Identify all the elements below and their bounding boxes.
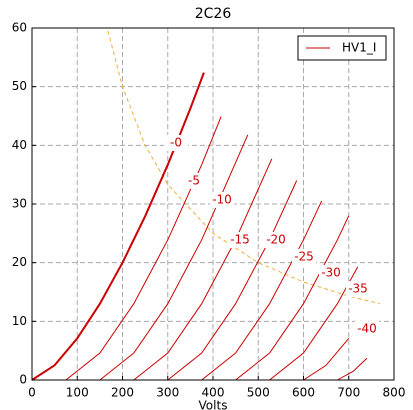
annotation-box: [210, 192, 234, 208]
y-tick-label: 10: [12, 314, 27, 328]
y-tick-label: 40: [12, 138, 27, 152]
plate-curve: [31, 72, 205, 381]
grid-voltage-label: -10: [212, 193, 232, 207]
grid-voltage-label: -40: [357, 322, 377, 336]
annotation-box: [182, 173, 206, 189]
plate-curve: [167, 180, 298, 381]
annotation-box: [355, 321, 379, 337]
plate-curve: [337, 357, 368, 381]
annotation-box: [228, 232, 252, 248]
x-tick-label: 800: [383, 386, 406, 400]
plate-curve: [235, 215, 350, 381]
x-tick-label: 0: [28, 386, 36, 400]
grid-voltage-label: -15: [230, 233, 250, 247]
annotation-box: [264, 232, 288, 248]
grid-voltage-label: -0: [170, 136, 182, 150]
grid-voltage-label: -25: [294, 250, 314, 264]
annotation-box: [346, 281, 370, 297]
plot-frame: [31, 27, 395, 381]
plate-curve: [133, 158, 273, 381]
x-tick-label: 100: [66, 386, 89, 400]
x-axis-label: Volts: [199, 399, 228, 410]
plate-curve: [303, 337, 350, 381]
x-tick-label: 600: [292, 386, 315, 400]
x-tick-label: 200: [111, 386, 134, 400]
legend-label: HV1_I: [342, 41, 376, 55]
x-tick-label: 700: [337, 386, 360, 400]
y-tick-label: 50: [12, 79, 27, 93]
annotation-box: [319, 265, 343, 281]
y-tick-label: 20: [12, 255, 27, 269]
y-tick-label: 60: [12, 21, 27, 35]
x-tick-label: 500: [247, 386, 270, 400]
y-tick-label: 30: [12, 197, 27, 211]
chart-title: 2C26: [195, 6, 232, 22]
x-tick-label: 400: [202, 386, 225, 400]
y-tick-label: 0: [19, 373, 27, 387]
grid-voltage-label: -20: [266, 233, 286, 247]
grid-voltage-label: -30: [321, 266, 341, 280]
grid-voltage-label: -35: [348, 282, 368, 296]
plate-curve: [201, 200, 323, 381]
x-tick-label: 300: [156, 386, 179, 400]
grid-voltage-label: -5: [188, 174, 200, 188]
annotation-box: [292, 249, 316, 265]
plate-curve: [65, 116, 222, 381]
power-limit-line: [107, 30, 381, 305]
annotation-box: [164, 135, 188, 151]
